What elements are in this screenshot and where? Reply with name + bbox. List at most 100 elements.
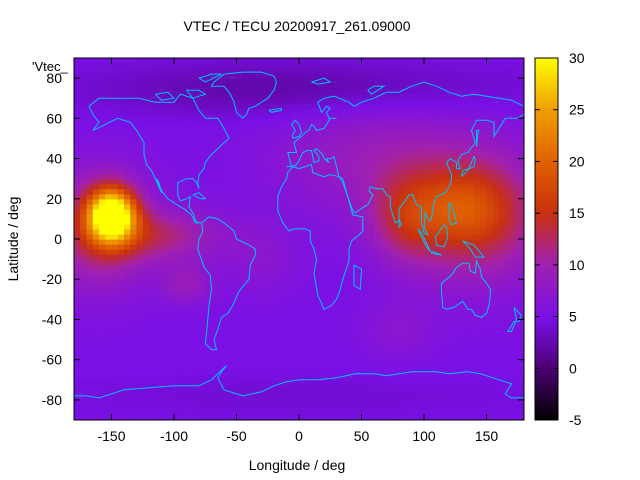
- heatmap-cell: [492, 364, 500, 371]
- heatmap-cell: [286, 329, 294, 336]
- heatmap-cell: [186, 274, 194, 280]
- heatmap-cell: [217, 148, 225, 155]
- heatmap-cell: [149, 244, 156, 250]
- heatmap-cell: [255, 83, 263, 89]
- heatmap-cell: [324, 88, 331, 94]
- heatmap-cell: [236, 213, 244, 220]
- heatmap-cell: [467, 239, 475, 245]
- heatmap-cell: [436, 374, 444, 381]
- heatmap-cell: [117, 339, 125, 346]
- heatmap-cell: [117, 379, 125, 386]
- heatmap-cell: [355, 249, 363, 255]
- heatmap-cell: [174, 399, 181, 406]
- heatmap-cell: [399, 364, 406, 371]
- heatmap-cell: [149, 414, 156, 420]
- heatmap-cell: [149, 143, 156, 150]
- heatmap-cell: [299, 404, 306, 411]
- heatmap-cell: [92, 143, 100, 150]
- heatmap-cell: [80, 389, 88, 396]
- heatmap-cell: [342, 73, 350, 79]
- heatmap-cell: [430, 389, 438, 396]
- heatmap-cell: [74, 198, 81, 205]
- heatmap-cell: [517, 339, 524, 346]
- heatmap-cell: [211, 394, 219, 401]
- heatmap-cell: [161, 279, 169, 285]
- heatmap-cell: [480, 394, 488, 401]
- heatmap-cell: [167, 339, 175, 346]
- heatmap-cell: [217, 274, 225, 280]
- heatmap-cell: [336, 83, 344, 89]
- heatmap-cell: [292, 249, 300, 255]
- heatmap-cell: [199, 304, 206, 310]
- heatmap-cell: [342, 218, 350, 225]
- heatmap-cell: [111, 188, 119, 195]
- heatmap-cell: [192, 369, 200, 376]
- heatmap-cell: [517, 349, 524, 356]
- heatmap-cell: [211, 183, 219, 190]
- heatmap-cell: [224, 289, 231, 295]
- heatmap-cell: [242, 404, 250, 411]
- heatmap-cell: [180, 98, 188, 104]
- heatmap-cell: [99, 68, 106, 74]
- heatmap-cell: [424, 264, 431, 270]
- heatmap-cell: [517, 369, 524, 376]
- heatmap-cell: [180, 163, 188, 170]
- heatmap-cell: [186, 259, 194, 265]
- heatmap-cell: [124, 374, 131, 381]
- heatmap-cell: [255, 339, 263, 346]
- heatmap-cell: [380, 389, 388, 396]
- heatmap-cell: [361, 409, 369, 416]
- heatmap-cell: [461, 374, 469, 381]
- heatmap-cell: [480, 269, 488, 275]
- heatmap-cell: [361, 168, 369, 175]
- heatmap-cell: [105, 123, 113, 129]
- heatmap-cell: [342, 88, 350, 94]
- heatmap-cell: [449, 334, 456, 341]
- heatmap-cell: [461, 254, 469, 260]
- heatmap-cell: [117, 319, 125, 326]
- heatmap-cell: [149, 364, 156, 371]
- heatmap-cell: [336, 399, 344, 406]
- heatmap-cell: [292, 98, 300, 104]
- heatmap-cell: [130, 73, 138, 79]
- heatmap-cell: [155, 218, 163, 225]
- heatmap-cell: [411, 384, 419, 391]
- heatmap-cell: [236, 269, 244, 275]
- heatmap-cell: [399, 374, 406, 381]
- heatmap-cell: [180, 103, 188, 109]
- heatmap-cell: [436, 123, 444, 129]
- heatmap-cell: [499, 123, 506, 129]
- heatmap-cell: [449, 269, 456, 275]
- heatmap-cell: [224, 103, 231, 109]
- heatmap-cell: [111, 264, 119, 270]
- heatmap-cell: [92, 274, 100, 280]
- heatmap-cell: [386, 183, 394, 190]
- heatmap-cell: [480, 133, 488, 140]
- heatmap-cell: [342, 274, 350, 280]
- heatmap-cell: [299, 274, 306, 280]
- heatmap-cell: [174, 239, 181, 245]
- heatmap-cell: [305, 359, 313, 366]
- heatmap-cell: [461, 354, 469, 361]
- heatmap-cell: [124, 78, 131, 84]
- heatmap-cell: [286, 233, 294, 240]
- heatmap-cell: [430, 128, 438, 135]
- heatmap-cell: [142, 208, 150, 215]
- heatmap-cell: [486, 324, 494, 331]
- heatmap-cell: [492, 98, 500, 104]
- heatmap-cell: [92, 344, 100, 351]
- heatmap-cell: [124, 369, 131, 376]
- heatmap-cell: [392, 113, 400, 119]
- heatmap-cell: [192, 178, 200, 185]
- heatmap-cell: [492, 259, 500, 265]
- heatmap-cell: [436, 108, 444, 114]
- heatmap-cell: [380, 369, 388, 376]
- heatmap-cell: [492, 83, 500, 89]
- heatmap-cell: [461, 394, 469, 401]
- heatmap-cell: [117, 389, 125, 396]
- heatmap-cell: [330, 193, 338, 200]
- heatmap-cell: [505, 329, 513, 336]
- heatmap-cell: [480, 83, 488, 89]
- heatmap-cell: [442, 168, 450, 175]
- heatmap-cell: [249, 213, 256, 220]
